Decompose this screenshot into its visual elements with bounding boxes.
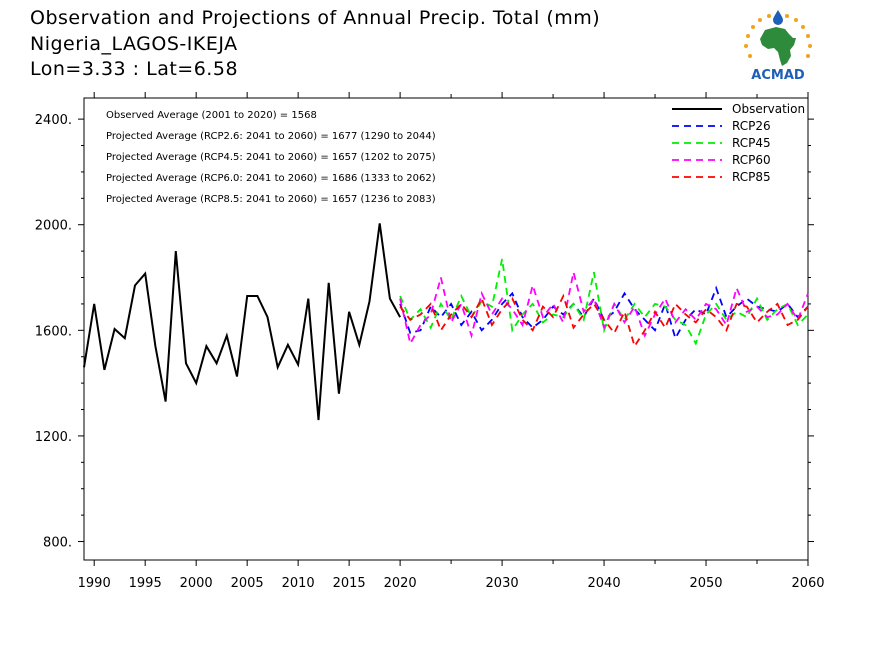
annotation-block: Observed Average (2001 to 2020) = 1568 Pr… [106, 110, 436, 205]
y-tick-label: 1600. [35, 324, 72, 339]
series-line-observation [83, 223, 401, 421]
x-tick-label: 2005 [231, 576, 264, 591]
logo-rays [744, 14, 812, 58]
africa-map-icon [760, 27, 796, 66]
y-tick-label: 800. [43, 536, 72, 551]
y-tick-label: 2400. [35, 113, 72, 128]
water-drop-icon [773, 10, 783, 25]
x-tick-label: 2030 [486, 576, 519, 591]
x-tick-label: 2040 [588, 576, 621, 591]
series-line-rcp45 [399, 258, 809, 346]
y-tick-label: 1200. [35, 430, 72, 445]
plot-frame [83, 97, 809, 561]
y-tick-label: 2000. [35, 219, 72, 234]
annotation-line: Projected Average (RCP4.5: 2041 to 2060)… [106, 152, 436, 163]
legend-label: RCP85 [732, 170, 771, 184]
annotation-line: Projected Average (RCP6.0: 2041 to 2060)… [106, 173, 436, 184]
station-name: Nigeria_LAGOS-IKEJA [30, 33, 238, 55]
annotation-line: Observed Average (2001 to 2020) = 1568 [106, 110, 317, 121]
logo-text: ACMAD [751, 68, 805, 83]
chart-legend: Observation RCP26 RCP45 RCP60 RCP85 [672, 102, 805, 184]
annotation-line: Projected Average (RCP2.6: 2041 to 2060)… [106, 131, 436, 142]
station-coordinates: Lon=3.33 : Lat=6.58 [30, 58, 239, 80]
legend-label: Observation [732, 102, 805, 116]
legend-label: RCP26 [732, 119, 771, 133]
annotation-line: Projected Average (RCP8.5: 2041 to 2060)… [106, 194, 436, 205]
x-tick-label: 1995 [129, 576, 162, 591]
x-tick-label: 2000 [180, 576, 213, 591]
x-tick-label: 1990 [78, 576, 111, 591]
x-tick-label: 2060 [791, 576, 824, 591]
x-tick-label: 2020 [384, 576, 417, 591]
chart-title: Observation and Projections of Annual Pr… [30, 7, 601, 29]
x-tick-label: 2010 [282, 576, 315, 591]
x-tick-label: 2015 [333, 576, 366, 591]
legend-label: RCP60 [732, 153, 771, 167]
legend-label: RCP45 [732, 136, 771, 150]
acmad-logo: ACMAD [744, 10, 812, 83]
x-tick-label: 2050 [689, 576, 722, 591]
series-line-rcp60 [399, 271, 809, 347]
series-line-rcp85 [399, 293, 809, 349]
